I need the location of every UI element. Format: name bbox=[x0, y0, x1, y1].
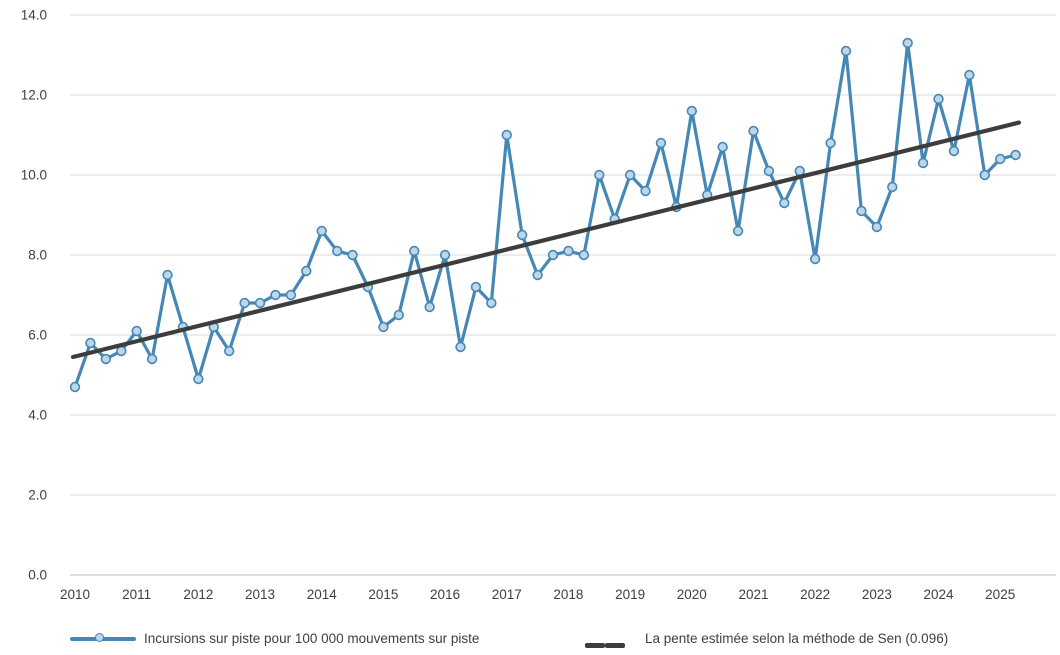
data-point-marker bbox=[994, 153, 1006, 165]
data-point-marker bbox=[254, 297, 266, 309]
y-axis-tick-label: 8.0 bbox=[28, 248, 47, 263]
data-point-marker bbox=[393, 309, 405, 321]
y-axis-tick-label: 0.0 bbox=[28, 568, 47, 583]
data-point-marker bbox=[640, 185, 651, 197]
data-point-marker bbox=[439, 249, 451, 261]
data-point-marker bbox=[887, 181, 898, 193]
data-point-marker bbox=[578, 249, 590, 261]
data-point-marker bbox=[547, 249, 559, 261]
data-point-marker bbox=[979, 169, 990, 181]
x-axis-tick-label: 2011 bbox=[122, 587, 151, 602]
data-point-marker bbox=[239, 297, 250, 309]
y-axis-tick-label: 4.0 bbox=[28, 408, 47, 423]
x-axis-tick-label: 2023 bbox=[862, 587, 892, 602]
data-point-marker bbox=[748, 125, 759, 137]
data-point-marker bbox=[285, 289, 297, 301]
x-axis-tick-label: 2016 bbox=[430, 587, 460, 602]
legend-label-sen-slope: La pente estimée selon la méthode de Sen… bbox=[645, 631, 949, 646]
data-point-marker bbox=[501, 129, 512, 141]
data-point-marker bbox=[516, 229, 528, 241]
data-point-marker bbox=[917, 157, 929, 169]
data-point-marker bbox=[100, 353, 112, 365]
data-point-marker bbox=[1010, 149, 1021, 161]
data-point-marker bbox=[424, 301, 435, 313]
data-point-marker bbox=[655, 137, 667, 149]
data-point-marker bbox=[470, 281, 482, 293]
data-point-marker bbox=[532, 269, 543, 281]
y-axis-tick-label: 12.0 bbox=[21, 88, 47, 103]
x-axis-tick-label: 2018 bbox=[553, 587, 583, 602]
y-axis-tick-label: 6.0 bbox=[28, 328, 47, 343]
data-point-marker bbox=[455, 341, 466, 353]
data-point-marker bbox=[856, 205, 867, 217]
data-point-marker bbox=[409, 245, 420, 257]
x-axis-tick-label: 2019 bbox=[615, 587, 645, 602]
data-point-marker bbox=[624, 169, 636, 181]
data-point-marker bbox=[964, 69, 975, 81]
data-point-marker bbox=[902, 37, 913, 49]
series-line-marker-icon bbox=[70, 632, 136, 642]
y-axis-tick-label: 10.0 bbox=[21, 168, 47, 183]
data-point-marker bbox=[378, 321, 389, 333]
data-point-marker bbox=[162, 269, 173, 281]
data-point-marker bbox=[69, 381, 81, 393]
data-point-marker bbox=[933, 93, 944, 105]
data-point-marker bbox=[486, 297, 497, 309]
data-point-marker bbox=[85, 337, 96, 349]
x-axis-tick-label: 2022 bbox=[800, 587, 830, 602]
data-point-marker bbox=[146, 353, 158, 365]
data-point-marker bbox=[347, 249, 358, 261]
x-axis-tick-label: 2017 bbox=[492, 587, 522, 602]
x-axis-tick-label: 2015 bbox=[368, 587, 398, 602]
trend-dash-icon bbox=[585, 636, 637, 648]
data-point-marker bbox=[594, 169, 605, 181]
x-axis-tick-label: 2021 bbox=[738, 587, 768, 602]
data-point-marker bbox=[825, 137, 836, 149]
data-point-marker bbox=[686, 105, 697, 117]
legend-label-incursions: Incursions sur piste pour 100 000 mouvem… bbox=[144, 631, 480, 646]
data-point-marker bbox=[563, 245, 574, 257]
data-point-marker bbox=[193, 373, 204, 385]
data-point-marker bbox=[331, 245, 343, 257]
data-point-marker bbox=[131, 325, 142, 337]
data-point-marker bbox=[779, 197, 790, 209]
data-point-marker bbox=[270, 289, 281, 301]
data-point-marker bbox=[717, 141, 728, 153]
x-axis-tick-label: 2014 bbox=[307, 587, 338, 602]
x-axis-tick-label: 2025 bbox=[985, 587, 1015, 602]
data-point-marker bbox=[840, 45, 852, 57]
data-point-marker bbox=[948, 145, 960, 157]
x-axis-tick-label: 2010 bbox=[60, 587, 90, 602]
x-axis-tick-label: 2024 bbox=[923, 587, 954, 602]
data-point-marker bbox=[763, 165, 775, 177]
data-point-marker bbox=[871, 221, 883, 233]
data-point-marker bbox=[301, 265, 312, 277]
x-axis-tick-label: 2013 bbox=[245, 587, 275, 602]
chart-legend: Incursions sur piste pour 100 000 mouvem… bbox=[0, 626, 1060, 652]
data-point-marker bbox=[224, 345, 235, 357]
x-axis-tick-label: 2012 bbox=[183, 587, 213, 602]
sen-trend-line bbox=[70, 120, 1022, 360]
data-point-marker bbox=[732, 225, 744, 237]
incursions-series-line bbox=[73, 41, 1018, 389]
y-axis-tick-label: 2.0 bbox=[28, 488, 47, 503]
data-point-marker bbox=[809, 253, 821, 265]
x-axis-tick-label: 2020 bbox=[677, 587, 707, 602]
legend-item-incursions: Incursions sur piste pour 100 000 mouvem… bbox=[70, 631, 479, 646]
data-point-marker bbox=[316, 225, 327, 237]
legend-item-sen-slope: La pente estimée selon la méthode de Sen… bbox=[585, 631, 949, 648]
y-axis-tick-label: 14.0 bbox=[21, 8, 47, 23]
